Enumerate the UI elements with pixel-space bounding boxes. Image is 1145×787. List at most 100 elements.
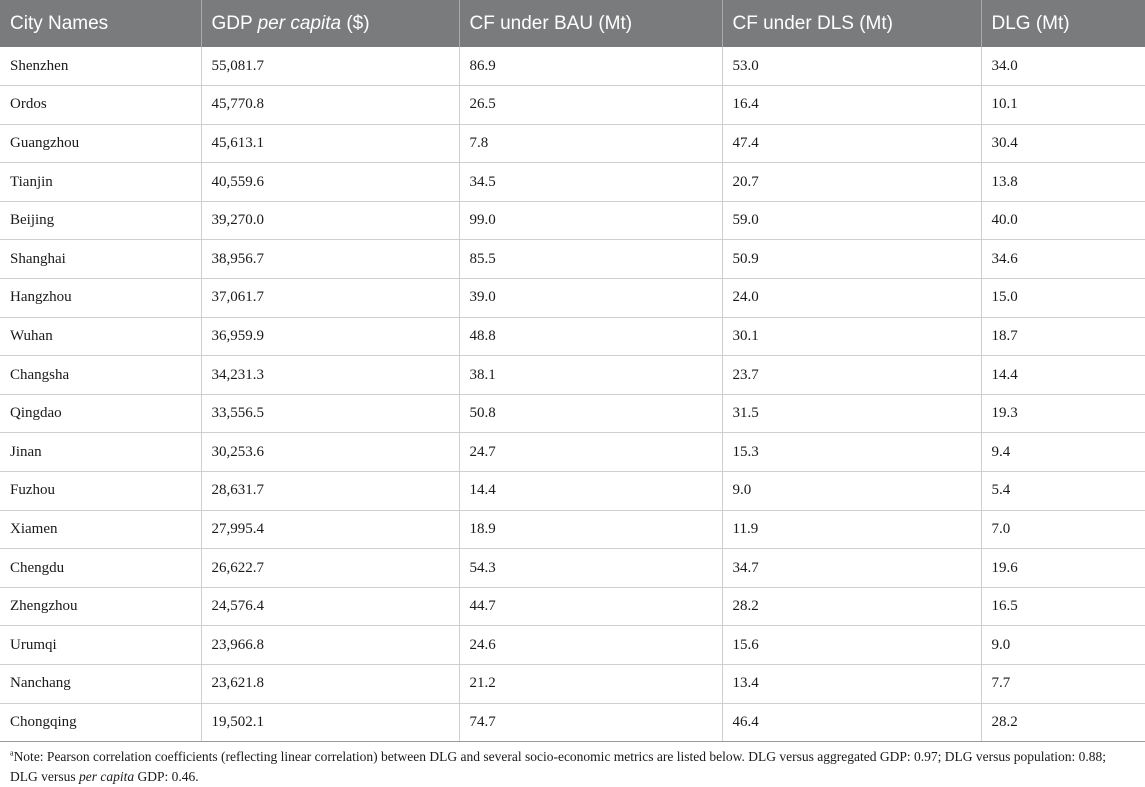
footnote-text-part2: GDP: 0.46. [134,769,199,785]
cell-city-name: Chongqing [0,703,201,743]
cell-cf-dls: 16.4 [721,85,981,125]
cell-dlg: 18.7 [980,317,1145,357]
table-row: Shenzhen 55,081.7 86.9 53.0 34.0 [0,47,1145,87]
table-row: Chongqing 19,502.1 74.7 46.4 28.2 [0,703,1145,743]
cell-gdp-per-capita: 28,631.7 [200,471,459,511]
table-row: Beijing 39,270.0 99.0 59.0 40.0 [0,201,1145,241]
cell-city-name: Shenzhen [0,47,201,87]
table-row: Wuhan 36,959.9 48.8 30.1 18.7 [0,317,1145,357]
cell-dlg: 13.8 [980,162,1145,202]
cell-cf-dls: 31.5 [721,394,981,434]
table-header: City Names GDP per capita ($) CF under BAU… [0,0,1145,47]
cell-gdp-per-capita: 39,270.0 [200,201,459,241]
cell-city-name: Urumqi [0,625,201,665]
cell-cf-bau: 24.6 [458,625,722,665]
cell-city-name: Guangzhou [0,124,201,164]
cell-dlg: 34.0 [980,47,1145,87]
table-row: Chengdu 26,622.7 54.3 34.7 19.6 [0,548,1145,588]
cell-cf-dls: 13.4 [721,664,981,704]
cell-gdp-per-capita: 37,061.7 [200,278,459,318]
cell-gdp-per-capita: 27,995.4 [200,510,459,550]
cell-city-name: Xiamen [0,510,201,550]
cell-cf-dls: 15.6 [721,625,981,665]
cell-cf-dls: 15.3 [721,432,981,473]
table-body: Shenzhen 55,081.7 86.9 53.0 34.0 Ordos 45,770.… [0,47,1145,743]
cell-dlg: 7.0 [980,510,1145,550]
cell-dlg: 16.5 [980,587,1145,627]
cell-dlg: 34.6 [980,239,1145,280]
cell-cf-bau: 54.3 [458,548,722,588]
cell-gdp-per-capita: 30,253.6 [200,432,459,473]
table-footnote: aNote: Pearson correlation coefficients … [0,742,1145,787]
cell-gdp-per-capita: 24,576.4 [200,587,459,627]
cell-cf-bau: 44.7 [458,587,722,627]
cell-gdp-per-capita: 19,502.1 [200,703,459,743]
cell-cf-dls: 11.9 [721,510,981,550]
header-text: GDP [211,12,258,34]
cell-gdp-per-capita: 45,613.1 [200,124,459,164]
cell-city-name: Beijing [0,201,201,241]
cell-cf-bau: 7.8 [458,124,722,164]
header-italic-text: per capita [257,12,342,34]
header-text: DLG (Mt) [991,12,1070,34]
cell-cf-dls: 28.2 [721,587,981,627]
table-row: Urumqi 23,966.8 24.6 15.6 9.0 [0,625,1145,665]
cell-cf-dls: 50.9 [721,239,981,280]
cell-cf-bau: 26.5 [458,85,722,125]
cell-dlg: 10.1 [980,85,1145,125]
cell-gdp-per-capita: 45,770.8 [200,85,459,125]
cell-city-name: Tianjin [0,162,201,202]
header-unit-text: ($) [341,12,370,34]
cell-city-name: Fuzhou [0,471,201,511]
table-row: Changsha 34,231.3 38.1 23.7 14.4 [0,355,1145,395]
header-dlg: DLG (Mt) [980,0,1145,47]
cell-gdp-per-capita: 23,621.8 [200,664,459,704]
cell-city-name: Chengdu [0,548,201,588]
header-cf-dls: CF under DLS (Mt) [721,0,981,47]
footnote-italic-text: per capita [79,769,135,785]
cell-dlg: 28.2 [980,703,1145,743]
cell-city-name: Jinan [0,432,201,473]
header-text: CF under DLS (Mt) [732,12,893,34]
cell-gdp-per-capita: 40,559.6 [200,162,459,202]
table-row: Shanghai 38,956.7 85.5 50.9 34.6 [0,239,1145,280]
cell-dlg: 19.3 [980,394,1145,434]
cell-city-name: Qingdao [0,394,201,434]
cell-city-name: Nanchang [0,664,201,704]
cell-cf-dls: 24.0 [721,278,981,318]
table-row: Xiamen 27,995.4 18.9 11.9 7.0 [0,510,1145,550]
table-row: Guangzhou 45,613.1 7.8 47.4 30.4 [0,124,1145,164]
cell-city-name: Ordos [0,85,201,125]
table-row: Jinan 30,253.6 24.7 15.3 9.4 [0,432,1145,473]
cell-city-name: Hangzhou [0,278,201,318]
cell-cf-dls: 47.4 [721,124,981,164]
table-row: Nanchang 23,621.8 21.2 13.4 7.7 [0,664,1145,704]
cell-cf-dls: 46.4 [721,703,981,743]
cell-cf-bau: 86.9 [458,47,722,87]
footnote-marker: a [10,748,14,758]
cell-cf-bau: 24.7 [458,432,722,473]
cell-cf-bau: 85.5 [458,239,722,280]
table-row: Hangzhou 37,061.7 39.0 24.0 15.0 [0,278,1145,318]
header-text: City Names [10,12,109,34]
table-row: Ordos 45,770.8 26.5 16.4 10.1 [0,85,1145,125]
cell-dlg: 9.0 [980,625,1145,665]
cell-cf-dls: 20.7 [721,162,981,202]
city-carbon-table: City Names GDP per capita ($) CF under BAU… [0,0,1145,743]
cell-cf-dls: 53.0 [721,47,981,87]
cell-cf-bau: 50.8 [458,394,722,434]
cell-cf-dls: 59.0 [721,201,981,241]
cell-gdp-per-capita: 55,081.7 [200,47,459,87]
cell-gdp-per-capita: 23,966.8 [200,625,459,665]
header-gdp-per-capita: GDP per capita ($) [200,0,459,47]
cell-cf-dls: 30.1 [721,317,981,357]
cell-cf-bau: 99.0 [458,201,722,241]
table-row: Zhengzhou 24,576.4 44.7 28.2 16.5 [0,587,1145,627]
cell-dlg: 7.7 [980,664,1145,704]
cell-gdp-per-capita: 34,231.3 [200,355,459,395]
cell-dlg: 9.4 [980,432,1145,473]
cell-city-name: Changsha [0,355,201,395]
cell-gdp-per-capita: 38,956.7 [200,239,459,280]
table-row: Qingdao 33,556.5 50.8 31.5 19.3 [0,394,1145,434]
cell-gdp-per-capita: 36,959.9 [200,317,459,357]
